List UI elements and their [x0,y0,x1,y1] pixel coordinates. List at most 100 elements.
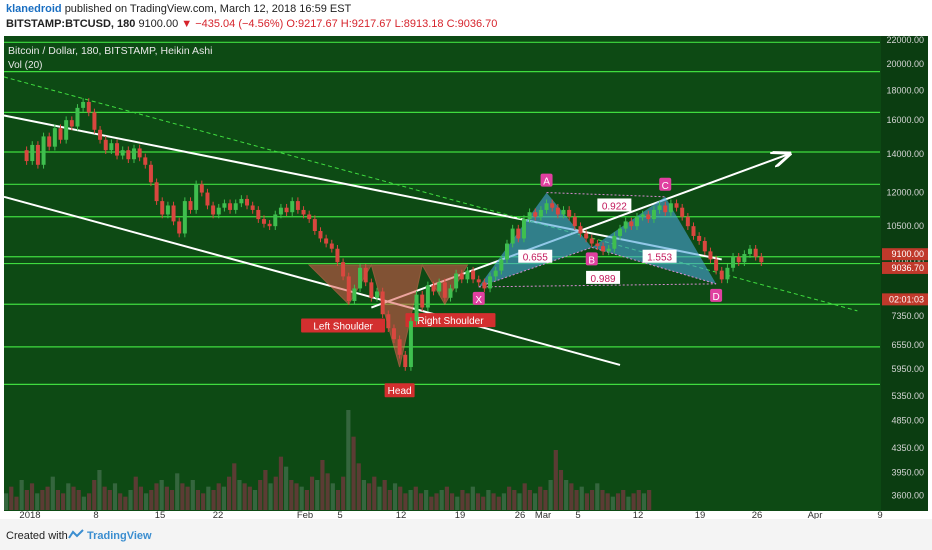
x-tick-label: 15 [155,510,166,519]
volume-bar [335,490,341,510]
pattern-label: Left Shoulder [313,321,373,332]
volume-bar [455,496,460,510]
volume-bar [449,493,455,510]
chart-subtitle: Vol (20) [8,60,42,71]
volume-bar [512,490,517,510]
candle-body [352,288,357,301]
candle-body [177,221,182,234]
candle-body [640,214,645,217]
volume-bar [138,486,144,510]
candle-body [697,235,702,241]
candle-body [555,207,560,215]
candle-body [363,267,368,283]
candle-body [41,136,46,165]
volume-bar [636,490,641,510]
chart-plot-area[interactable]: Left Shoulder Head Right Shoulder X A B C D 0.92… [0,36,928,519]
chart-svg: Left Shoulder Head Right Shoulder X A B C D 0.92… [0,36,928,519]
candle-body [188,201,193,210]
candle-body [691,226,696,236]
candle-body [182,201,187,234]
candle-body [211,205,216,215]
candle-body [651,209,656,220]
price-tag-label: 02:01:03 [889,294,924,304]
harmonic-point-badge [585,252,598,266]
x-tick-label: Apr [808,510,823,519]
candle-body [58,128,63,140]
publish-info: published on TradingView.com, March 12, … [64,3,352,15]
volume-bar [320,460,325,510]
volume-bar [444,486,449,510]
price-change: ▼ −435.04 (−4.56%) [181,18,284,30]
ohlc-values: O:9217.67 H:9217.67 L:8913.18 C:9036.70 [286,18,498,30]
y-tick-label: 22000.00 [886,36,924,45]
volume-bar [133,476,138,510]
candle-body [459,273,464,280]
candle-body [75,107,80,127]
candle-body [708,251,713,260]
volume-bar [491,493,496,510]
candle-body [731,256,736,268]
candle-body [442,282,447,298]
volume-bar [144,493,149,510]
candles-group [24,98,764,371]
candle-body [482,282,487,289]
volume-bar [118,493,123,510]
candle-body [98,129,103,140]
candle-body [375,291,380,298]
symbol-name: BITSTAMP:BTCUSD, 180 [6,18,136,30]
volume-bar [517,493,522,510]
candle-body [714,259,719,271]
volume-bar [356,463,361,510]
y-tick-label: 5350.00 [891,391,924,401]
volume-bar [403,493,408,510]
harmonic-triangle-bcd [591,196,717,284]
candle-body [454,273,459,289]
volume-bar [107,490,112,510]
volume-bar [408,490,413,510]
candle-body [476,279,481,283]
candle-body [131,148,136,160]
harmonic-ratio-line [591,246,717,285]
volume-bar [278,456,284,510]
volume-bar [367,483,372,510]
volume-bar [351,436,356,510]
volume-bar [86,493,92,510]
candle-body [284,207,289,213]
volume-bar [284,466,289,510]
harmonic-ratio-line [546,192,666,198]
candle-body [143,157,148,165]
volume-bar [522,483,527,510]
volume-bar [377,486,382,510]
harmonic-ratio-badge [586,270,621,284]
candle-body [742,254,747,263]
volume-bar [387,490,392,510]
volume-bar [418,493,424,510]
tradingview-brand[interactable]: TradingView [87,530,152,542]
volume-bar [154,483,159,510]
volume-bar [97,470,102,510]
candle-body [527,212,532,220]
candle-body [702,240,707,252]
candle-body [222,203,227,208]
price-tag-label: 9100.00 [891,249,924,259]
volume-bar [590,490,595,510]
candle-body [646,214,651,220]
volume-bar [315,480,320,510]
volume-bar [169,490,175,510]
volume-bar [40,490,45,510]
created-with-text: Created with [6,530,68,542]
grid-group [4,41,880,386]
candle-body [668,203,673,213]
candle-body [572,216,577,227]
x-tick-label: 26 [515,510,526,519]
volume-bar [439,490,444,510]
author-name[interactable]: klanedroid [6,3,62,15]
harmonic-ratio-badge [518,249,553,263]
harmonic-group: X A B C D 0.922 0.655 1.553 0.989 [472,173,723,306]
candle-body [318,231,323,239]
volume-bar [346,410,351,510]
candle-body [148,164,153,183]
harmonic-point-label: B [588,255,595,266]
candle-body [420,294,425,308]
volume-bar [548,480,553,510]
